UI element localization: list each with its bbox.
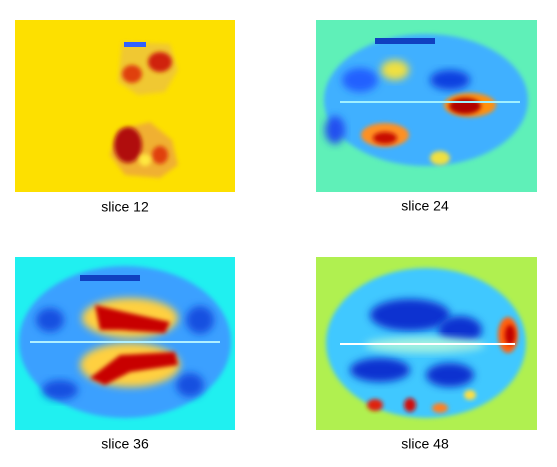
slice-label: slice 12	[101, 199, 149, 215]
slice-label: slice 24	[401, 198, 449, 214]
slice-image	[15, 20, 235, 192]
slice-label: slice 36	[101, 436, 149, 452]
slice-image	[316, 257, 537, 430]
slice-label: slice 48	[401, 436, 449, 452]
slice-image	[316, 20, 537, 192]
slice-image	[15, 257, 235, 430]
